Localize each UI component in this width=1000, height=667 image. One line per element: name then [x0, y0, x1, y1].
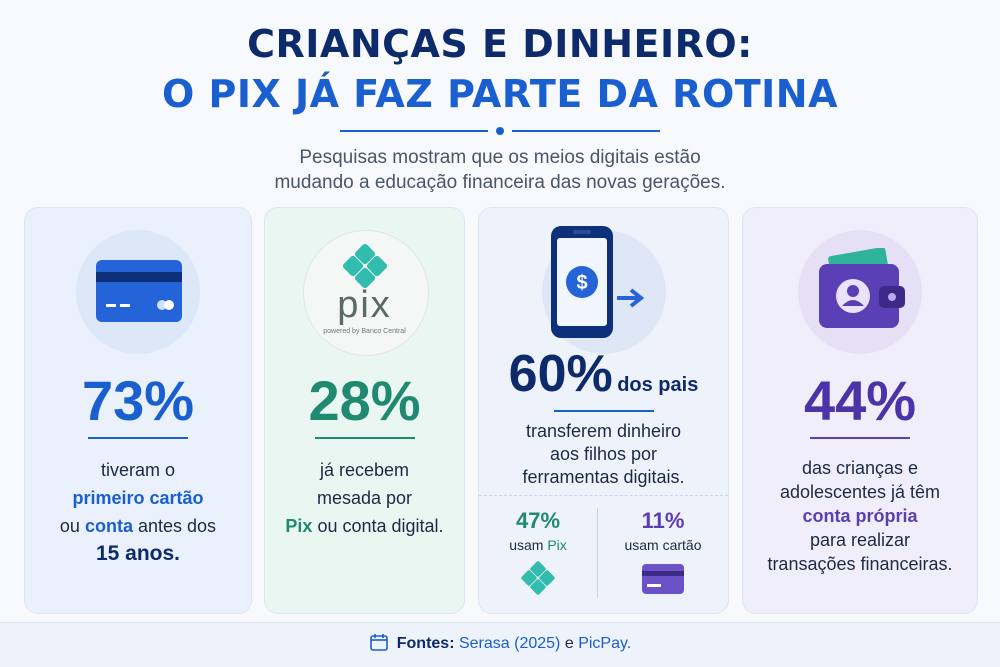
text: ou conta digital.	[317, 516, 444, 536]
title: O PIX JÁ FAZ PARTE DA ROTINA	[161, 72, 839, 116]
highlight: 15 anos.	[95, 542, 181, 565]
footer-label: Fontes:	[396, 635, 455, 652]
card: 44% das crianças e adolescentes já têm con…	[742, 207, 978, 614]
highlight: Pix	[547, 537, 567, 553]
text: tiveram o	[100, 460, 176, 480]
title: CRIANÇAS E DINHEIRO:	[247, 22, 753, 66]
highlight: Pix	[285, 516, 313, 536]
breakdown: 47% usam Pix	[479, 508, 597, 600]
text: mesada por	[316, 488, 413, 508]
text: adolescentes já têm	[779, 482, 941, 502]
separator	[479, 495, 728, 496]
text: transações financeiras.	[767, 554, 953, 574]
rule	[88, 437, 188, 439]
calendar-icon	[369, 634, 388, 651]
divider	[340, 127, 660, 135]
source: PicPay.	[578, 635, 632, 652]
text: transferem dinheiro	[525, 421, 682, 441]
text: ferramentas digitais.	[522, 467, 685, 487]
card: 73% tiveram o primeiro cartão ou conta ant…	[24, 207, 252, 614]
rule	[314, 437, 415, 439]
stat: 60%	[508, 345, 613, 403]
stat-suffix: dos pais	[617, 374, 699, 396]
text: das crianças e	[801, 458, 919, 478]
breakdown-label: usam cartão	[624, 537, 702, 553]
phone-icon: $	[551, 226, 645, 338]
breakdown-label: usam Pix	[479, 537, 597, 553]
breakdown-stat: 47%	[515, 508, 561, 533]
logo-caption: powered by Banco Central	[323, 328, 406, 335]
text: usam	[509, 537, 544, 553]
source: Serasa (2025)	[458, 635, 561, 652]
wallet-icon	[819, 248, 905, 328]
text: antes dos	[138, 516, 217, 536]
separator	[597, 508, 598, 598]
sources: Fontes: Serasa (2025) e PicPay.	[0, 632, 1000, 653]
card-icon	[96, 260, 182, 322]
logo-text: pix	[337, 284, 392, 326]
text: para realizar	[809, 530, 911, 550]
breakdown: 11% usam cartão	[598, 508, 728, 600]
card-icon	[642, 564, 684, 594]
footer	[0, 622, 1000, 667]
card: pix powered by Banco Central 28% já rece…	[264, 207, 465, 614]
subtitle: Pesquisas mostram que os meios digitais …	[299, 147, 701, 168]
pix-icon	[343, 244, 387, 288]
text: ou	[59, 516, 80, 536]
stat: 44%	[803, 369, 917, 432]
rule	[810, 437, 910, 439]
text: aos filhos por	[549, 444, 658, 464]
text: já recebem	[319, 460, 410, 480]
card-text: já recebem mesada por Pix ou conta digital…	[265, 456, 464, 540]
card: $ 60% dos pais transferem dinheiro aos fi…	[478, 207, 729, 614]
card-text: das crianças e adolescentes já têm conta p…	[743, 456, 977, 576]
highlight: conta própria	[802, 506, 918, 526]
stat: 28%	[308, 369, 421, 432]
svg-text:$: $	[576, 272, 587, 294]
highlight: primeiro cartão	[72, 488, 204, 508]
stat: 73%	[81, 369, 195, 432]
pix-icon	[521, 561, 555, 595]
breakdown-stat: 11%	[641, 508, 685, 533]
card-text: tiveram o primeiro cartão ou conta antes d…	[25, 456, 251, 568]
subtitle: mudando a educação financeira das novas …	[274, 172, 726, 193]
text: e	[564, 635, 574, 652]
rule	[553, 410, 654, 412]
card-text: transferem dinheiro aos filhos por ferrame…	[479, 420, 728, 489]
highlight: conta	[84, 516, 133, 536]
stat-row: 60% dos pais	[479, 344, 728, 404]
